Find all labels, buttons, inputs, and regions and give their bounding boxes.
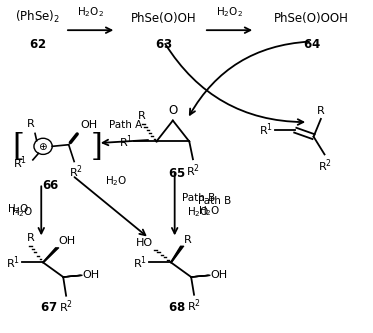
Text: H$_2$O: H$_2$O: [105, 174, 128, 188]
Text: R$^2$: R$^2$: [69, 163, 83, 180]
Text: R$^2$: R$^2$: [186, 163, 200, 179]
Text: R$^1$: R$^1$: [6, 254, 20, 271]
Text: Path A: Path A: [109, 120, 142, 130]
FancyArrowPatch shape: [68, 27, 112, 33]
Text: HO: HO: [136, 238, 153, 248]
Text: R$^2$: R$^2$: [317, 158, 332, 174]
FancyArrowPatch shape: [207, 27, 250, 33]
Text: R$^1$: R$^1$: [133, 254, 147, 271]
Text: ]: ]: [91, 133, 103, 164]
FancyArrowPatch shape: [38, 186, 44, 233]
FancyArrowPatch shape: [103, 140, 148, 145]
Text: R$^2$: R$^2$: [59, 298, 73, 315]
Text: OH: OH: [210, 270, 228, 280]
Text: OH: OH: [82, 270, 100, 280]
Text: (PhSe)$_2$: (PhSe)$_2$: [15, 9, 60, 25]
Text: R$^1$: R$^1$: [13, 154, 26, 171]
FancyArrowPatch shape: [172, 173, 178, 233]
Text: H$_2$O$_2$: H$_2$O$_2$: [77, 5, 104, 19]
Text: R: R: [26, 119, 34, 129]
Text: PhSe(O)OOH: PhSe(O)OOH: [274, 12, 349, 25]
Text: [: [: [13, 133, 25, 164]
Text: R: R: [184, 235, 192, 245]
Text: R$^1$: R$^1$: [119, 133, 133, 150]
Text: R$^1$: R$^1$: [259, 122, 273, 139]
Text: R: R: [317, 106, 325, 116]
Text: OH: OH: [81, 120, 98, 130]
Text: $\mathbf{64}$: $\mathbf{64}$: [303, 38, 321, 51]
FancyArrowPatch shape: [75, 177, 145, 235]
Text: R: R: [138, 111, 145, 121]
Text: OH: OH: [59, 236, 76, 246]
Text: R: R: [26, 233, 34, 243]
Text: $\mathbf{68}$: $\mathbf{68}$: [167, 301, 185, 314]
Text: H$_2$O: H$_2$O: [7, 202, 30, 216]
Text: Path B: Path B: [198, 196, 232, 206]
Text: PhSe(O)OH: PhSe(O)OH: [131, 12, 197, 25]
FancyArrowPatch shape: [190, 42, 309, 115]
Text: O: O: [168, 104, 178, 117]
Text: $\mathbf{67}$: $\mathbf{67}$: [40, 301, 57, 314]
Text: $\mathbf{66}$: $\mathbf{66}$: [42, 178, 59, 191]
FancyArrowPatch shape: [165, 44, 303, 125]
Text: $\mathbf{63}$: $\mathbf{63}$: [155, 38, 172, 51]
Text: R$^2$: R$^2$: [187, 297, 201, 314]
Text: $\mathbf{65}$: $\mathbf{65}$: [168, 167, 185, 180]
Text: H$_2$O: H$_2$O: [198, 204, 221, 218]
Text: Path B
H$_2$O: Path B H$_2$O: [182, 193, 215, 219]
Text: $\oplus$: $\oplus$: [38, 141, 48, 152]
Text: H$_2$O$_2$: H$_2$O$_2$: [216, 5, 243, 19]
Text: $\mathbf{62}$: $\mathbf{62}$: [29, 38, 46, 51]
Text: H$_2$O: H$_2$O: [11, 205, 34, 219]
